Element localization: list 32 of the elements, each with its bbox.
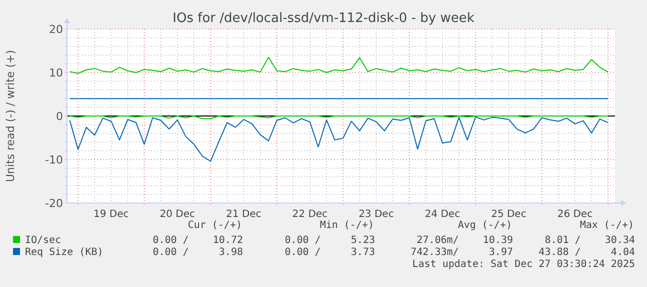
text: 27.06m/ 10.39 — [416, 235, 513, 246]
text: Min (-/+) — [320, 220, 374, 231]
x-tick-label: 24 Dec — [424, 209, 460, 220]
x-tick-label: 19 Dec — [94, 209, 129, 220]
text: Avg (-/+) — [458, 220, 512, 231]
line-series — [69, 116, 609, 162]
text: 0.00 / 10.72 — [152, 235, 243, 246]
x-tick-label: 21 Dec — [226, 209, 262, 220]
y-tick-label: 10 — [49, 66, 63, 80]
y-axis-title: Units read (-) / write (+) — [4, 50, 17, 182]
y-tick-label: 20 — [49, 22, 63, 36]
x-tick-label: 23 Dec — [358, 209, 394, 220]
text: 0.00 / 3.98 — [152, 247, 243, 258]
text: 0.00 / 5.23 — [284, 235, 375, 246]
x-tick-label: 25 Dec — [491, 209, 526, 220]
legend-label: Req Size (KB) — [25, 247, 104, 258]
text: Max (-/+) — [580, 220, 634, 231]
text: 43.88 / 4.04 — [538, 247, 635, 258]
chart-title: IOs for /dev/local-ssd/vm-112-disk-0 - by week — [172, 11, 475, 26]
text: 742.33m/ 3.97 — [410, 247, 513, 258]
y-tick-label: 0 — [56, 110, 63, 123]
text: 0.00 / 3.73 — [284, 247, 375, 258]
text: Cur (-/+) — [188, 220, 242, 231]
y-tick-label: -10 — [45, 153, 63, 166]
y-tick-label: -20 — [45, 196, 63, 210]
x-tick-label: 22 Dec — [292, 209, 328, 220]
text: 8.01 / 30.34 — [544, 235, 635, 246]
line-series — [69, 56, 609, 74]
text: Last update: Sat Dec 27 03:30:24 2025 — [412, 259, 635, 270]
x-tick-label: 20 Dec — [160, 209, 196, 220]
legend-label: IO/sec — [25, 235, 62, 246]
x-tick-label: 26 Dec — [557, 209, 593, 220]
